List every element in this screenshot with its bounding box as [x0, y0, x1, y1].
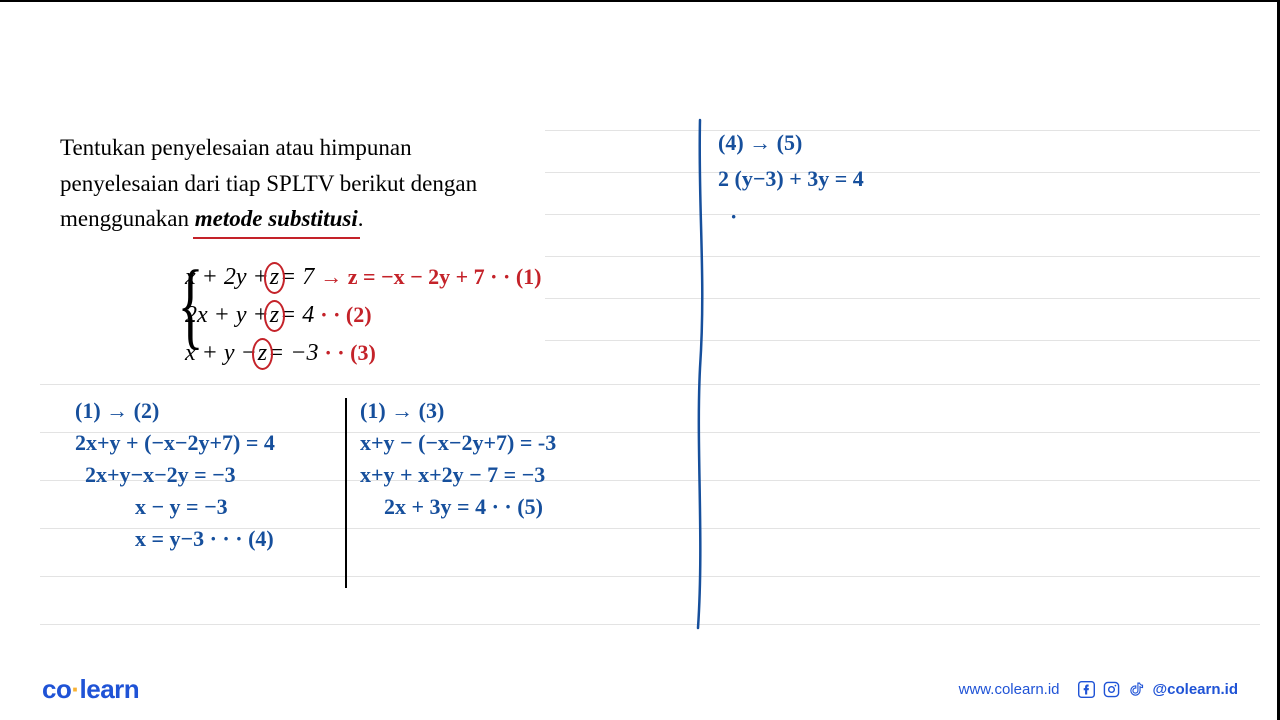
work-col-right: (4) → (5) 2 (y−3) + 3y = 4 · [718, 130, 864, 240]
work-line: x+y − (−x−2y+7) = -3 [360, 430, 556, 456]
work-line: 2 (y−3) + 3y = 4 [718, 166, 864, 192]
vertical-divider-black [345, 398, 347, 588]
equation-system: { x + 2y + z = 7 → z = −x − 2y + 7 · · (… [185, 258, 542, 372]
z-circled: z [269, 302, 280, 329]
work-col-1: (1) → (2) 2x+y + (−x−2y+7) = 4 2x+y−x−2y… [75, 398, 275, 558]
equation-3-annot: · · (3) [324, 340, 375, 366]
footer-url: www.colearn.id [959, 681, 1060, 698]
work-line: 2x + 3y = 4 · · (5) [360, 494, 556, 520]
work-line: x+y + x+2y − 7 = −3 [360, 462, 556, 488]
equation-1-annot: → z = −x − 2y + 7 · · (1) [320, 264, 541, 290]
instagram-icon [1103, 681, 1120, 698]
social-icons: @colearn.id [1078, 681, 1238, 698]
problem-text: Tentukan penyelesaian atau himpunan peny… [60, 130, 520, 237]
z-circled: z [269, 264, 280, 291]
facebook-icon [1078, 681, 1095, 698]
brand-logo: co·learn [42, 674, 139, 705]
equation-3: x + y − z = −3 · · (3) [185, 334, 542, 372]
work-line: (1) → (2) [75, 398, 275, 424]
work-line: x − y = −3 [75, 494, 275, 520]
equation-1: x + 2y + z = 7 → z = −x − 2y + 7 · · (1) [185, 258, 542, 296]
work-line: (1) → (3) [360, 398, 556, 424]
vertical-divider-blue [688, 118, 718, 638]
brace-icon: { [178, 256, 204, 354]
work-line: · [718, 204, 864, 230]
equation-2-annot: · · (2) [320, 302, 371, 328]
work-col-2: (1) → (3) x+y − (−x−2y+7) = -3 x+y + x+2… [360, 398, 556, 526]
tiktok-icon [1128, 681, 1145, 698]
z-circled: z [257, 340, 268, 367]
work-line: 2x+y−x−2y = −3 [75, 462, 275, 488]
equation-2: 2x + y + z = 4 · · (2) [185, 296, 542, 334]
work-line: x = y−3 · · · (4) [75, 526, 275, 552]
work-line: 2x+y + (−x−2y+7) = 4 [75, 430, 275, 456]
page: Tentukan penyelesaian atau himpunan peny… [0, 0, 1280, 720]
footer-handle: @colearn.id [1153, 681, 1238, 698]
problem-post: . [358, 206, 364, 231]
problem-underlined: metode substitusi [195, 201, 358, 237]
footer: co·learn www.colearn.id @colearn.id [0, 658, 1280, 720]
work-line: (4) → (5) [718, 130, 864, 156]
footer-right: www.colearn.id @colearn.id [959, 681, 1238, 698]
